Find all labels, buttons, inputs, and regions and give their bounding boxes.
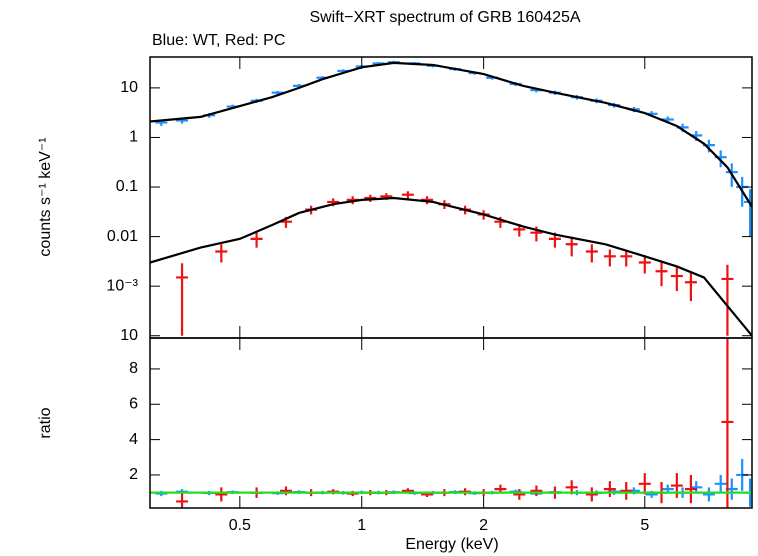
error-bar bbox=[215, 487, 228, 502]
error-bar bbox=[690, 481, 703, 494]
error-bar bbox=[401, 191, 414, 199]
y-tick-label: 6 bbox=[129, 395, 138, 412]
error-bar bbox=[585, 244, 598, 263]
error-bar bbox=[655, 262, 668, 287]
error-bar bbox=[513, 489, 526, 500]
axes-frame bbox=[149, 337, 753, 509]
error-bar bbox=[215, 244, 228, 263]
model-line bbox=[150, 61, 752, 208]
y-tick-label: 10⁻³ bbox=[106, 277, 138, 294]
error-bar bbox=[721, 338, 734, 508]
plot-area bbox=[150, 338, 752, 508]
y-tick-label: 2 bbox=[129, 466, 138, 483]
y-tick-label: 0.01 bbox=[107, 228, 138, 245]
model-line bbox=[150, 196, 752, 337]
chart-subtitle: Blue: WT, Red: PC bbox=[152, 32, 285, 49]
error-bar bbox=[670, 473, 683, 498]
y-tick-label: 8 bbox=[129, 360, 138, 377]
y-tick-label: 4 bbox=[129, 431, 138, 448]
error-bar bbox=[620, 249, 633, 267]
x-tick-label: 1 bbox=[357, 517, 366, 534]
error-bar bbox=[714, 474, 727, 493]
error-bar bbox=[585, 487, 598, 502]
error-bar bbox=[565, 236, 578, 257]
x-tick-label: 2 bbox=[479, 517, 488, 534]
error-bar bbox=[530, 485, 543, 497]
plots bbox=[150, 60, 752, 508]
y-axis-label: ratio bbox=[37, 407, 54, 438]
error-bar bbox=[670, 267, 683, 291]
y-tick-label: 10 bbox=[120, 79, 138, 96]
error-bar bbox=[721, 264, 734, 336]
error-bar bbox=[250, 232, 263, 248]
error-bar bbox=[638, 473, 651, 495]
error-bar bbox=[603, 249, 616, 267]
error-bar bbox=[620, 482, 633, 500]
chart-title: Swift−XRT spectrum of GRB 160425A bbox=[309, 9, 580, 26]
error-bar bbox=[684, 474, 697, 504]
error-bar bbox=[638, 255, 651, 274]
error-bar bbox=[702, 487, 715, 502]
error-bar bbox=[603, 481, 616, 498]
error-bar bbox=[684, 272, 697, 302]
x-axis-label: Energy (keV) bbox=[405, 536, 498, 553]
y-tick-label: 1 bbox=[129, 129, 138, 146]
plot-area bbox=[150, 60, 752, 337]
y-tick-label: 10 bbox=[120, 327, 138, 344]
axes-frame bbox=[149, 56, 753, 339]
y-axis-label: counts s⁻¹ keV⁻¹ bbox=[37, 137, 54, 256]
error-bar bbox=[176, 263, 189, 336]
error-bar bbox=[279, 486, 292, 496]
x-tick-label: 5 bbox=[640, 517, 649, 534]
y-tick-label: 0.1 bbox=[116, 178, 138, 195]
error-bar bbox=[702, 139, 715, 153]
x-tick-label: 0.5 bbox=[229, 517, 251, 534]
